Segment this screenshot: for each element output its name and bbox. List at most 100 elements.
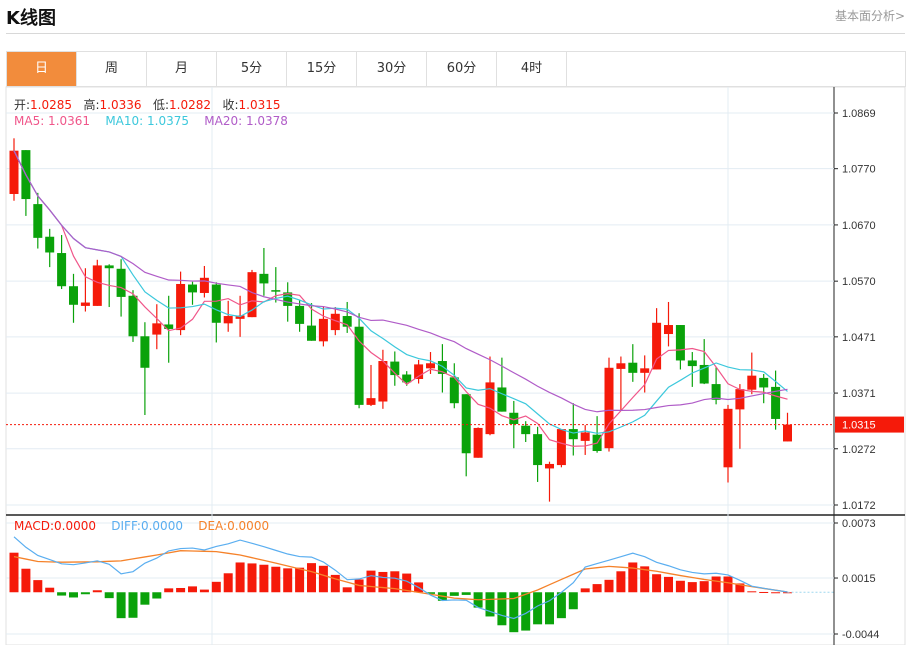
macd-bar	[342, 587, 352, 593]
open-value: 1.0285	[30, 98, 73, 112]
candle-down	[628, 362, 638, 373]
macd-bar	[735, 583, 745, 593]
macd-bar	[485, 592, 495, 617]
macd-bar	[568, 592, 578, 610]
candle-up	[735, 389, 745, 410]
macd-bar	[57, 592, 67, 596]
macd-bar	[164, 588, 174, 593]
candle-down	[128, 295, 138, 337]
tab-month[interactable]: 月	[147, 52, 217, 86]
close-value: 1.0315	[238, 98, 281, 112]
candle-down	[33, 204, 43, 238]
candle-down	[116, 268, 126, 297]
candle-down	[699, 364, 709, 384]
candle-down	[283, 292, 293, 306]
candle-up	[616, 363, 626, 369]
low-label: 低:	[153, 98, 170, 112]
macd-bar	[259, 564, 269, 593]
macd-bar	[247, 563, 257, 593]
tab-day[interactable]: 日	[7, 52, 77, 86]
macd-bar	[366, 570, 376, 593]
ma5-line	[13, 150, 788, 447]
macd-bar	[104, 592, 114, 599]
candle-up	[92, 265, 102, 306]
candle-up	[199, 277, 209, 293]
dea-line	[13, 550, 788, 601]
tab-week[interactable]: 周	[77, 52, 147, 86]
ma20-line	[13, 150, 788, 413]
candle-down	[104, 265, 114, 269]
candle-up	[378, 361, 388, 402]
candle-down	[259, 273, 269, 284]
macd-bar	[759, 591, 769, 593]
candle-up	[414, 364, 424, 380]
macd-tick-label: 0.0073	[842, 518, 876, 530]
macd-bar	[426, 592, 435, 594]
price-tick-label: 1.0272	[842, 444, 876, 456]
price-tick-label: 1.0471	[842, 332, 876, 344]
macd-bar	[128, 592, 138, 618]
ma-legend: MA5: 1.0361 MA10: 1.0375 MA20: 1.0378	[14, 114, 288, 128]
macd-bar	[211, 581, 221, 593]
diff-line	[13, 536, 788, 620]
macd-bar	[116, 592, 126, 619]
candle-up	[80, 302, 90, 306]
macd-bar	[771, 592, 781, 594]
macd-bar	[640, 566, 650, 593]
macd-bar	[283, 568, 293, 593]
ma10-line	[13, 150, 788, 434]
macd-bar	[604, 579, 614, 593]
macd-bar	[652, 574, 662, 593]
candle-up	[664, 325, 673, 335]
macd-bar	[318, 565, 328, 593]
candle-down	[437, 361, 447, 374]
macd-bar	[378, 571, 388, 593]
macd-bar	[664, 576, 673, 593]
macd-bar	[295, 567, 305, 593]
macd-legend: MACD:0.0000 DIFF:0.0000 DEA:0.0000	[14, 519, 269, 533]
page-title: K线图	[6, 8, 56, 29]
macd-bar	[271, 566, 281, 593]
candle-up	[247, 272, 257, 318]
macd-bar	[556, 592, 566, 619]
tab-4hour[interactable]: 4时	[497, 52, 567, 86]
high-label: 高:	[83, 98, 100, 112]
candle-down	[449, 377, 459, 404]
ohlc-legend: 开:1.0285 高:1.0336 低:1.0282 收:1.0315	[14, 96, 281, 113]
macd-bar	[580, 588, 590, 593]
macd-bar	[461, 592, 471, 595]
tab-15min[interactable]: 15分	[287, 52, 357, 86]
ma10-value: MA10: 1.0375	[105, 114, 189, 128]
candle-up	[223, 316, 233, 324]
macd-value: MACD:0.0000	[14, 519, 97, 533]
tab-60min[interactable]: 60分	[427, 52, 497, 86]
candle-down	[711, 384, 721, 400]
tab-30min[interactable]: 30分	[357, 52, 427, 86]
candle-down	[509, 412, 519, 425]
candle-up	[556, 429, 566, 466]
candle-down	[271, 290, 281, 292]
macd-bar	[449, 592, 459, 596]
price-tick-label: 1.0172	[842, 500, 876, 512]
macd-bar	[687, 582, 697, 593]
macd-bar	[92, 590, 102, 593]
candle-down	[759, 377, 769, 388]
high-value: 1.0336	[99, 98, 142, 112]
tab-5min[interactable]: 5分	[217, 52, 287, 86]
macd-bar	[402, 573, 412, 593]
macd-bar	[21, 568, 31, 593]
fundamental-analysis-link[interactable]: 基本面分析>	[834, 9, 905, 23]
macd-bar	[533, 592, 543, 625]
candle-down	[354, 326, 364, 405]
candle-up	[426, 363, 435, 369]
candle-up	[640, 368, 650, 373]
candle-down	[461, 394, 471, 454]
candle-down	[342, 316, 352, 327]
candle-down	[675, 325, 685, 361]
macd-tick-label: 0.0015	[842, 573, 876, 585]
macd-bar	[699, 581, 709, 593]
macd-bar	[307, 563, 316, 593]
macd-bar	[9, 552, 19, 593]
price-tick-label: 1.0869	[842, 108, 876, 120]
